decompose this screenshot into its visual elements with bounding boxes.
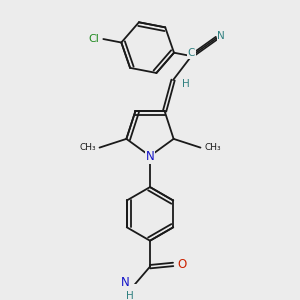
Text: H: H — [182, 79, 190, 89]
Text: H: H — [126, 291, 134, 300]
Text: C: C — [188, 48, 195, 58]
Text: N: N — [218, 31, 225, 41]
Text: CH₃: CH₃ — [204, 143, 221, 152]
Text: CH₃: CH₃ — [79, 143, 96, 152]
Text: O: O — [178, 258, 187, 271]
Text: N: N — [146, 151, 154, 164]
Text: N: N — [121, 276, 129, 289]
Text: Cl: Cl — [89, 34, 100, 44]
